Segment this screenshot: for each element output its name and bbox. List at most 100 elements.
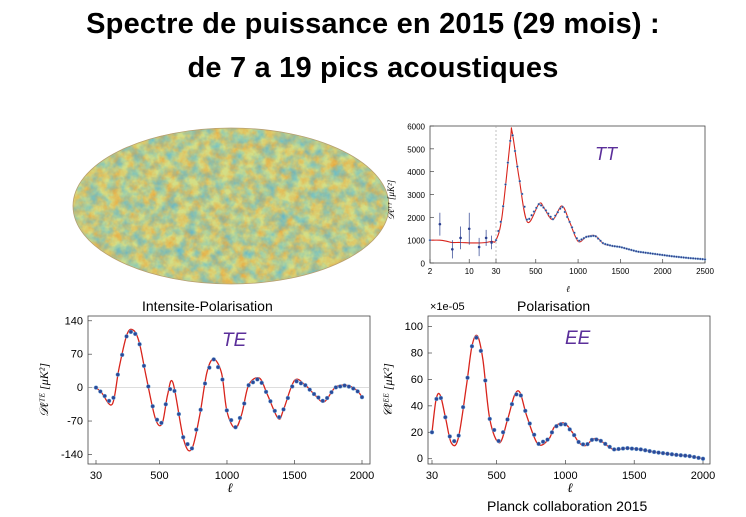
tt-x-axis-label: ℓ bbox=[566, 284, 570, 294]
ee-data-point bbox=[660, 450, 666, 456]
tt-data-point bbox=[698, 257, 702, 261]
te-data-point bbox=[93, 385, 99, 390]
te-data-point bbox=[106, 398, 112, 404]
tt-data-point bbox=[627, 248, 631, 251]
tt-data-point bbox=[539, 204, 543, 207]
tt-data-point bbox=[632, 249, 636, 252]
te-plot-frame bbox=[87, 315, 371, 465]
ee-data-point bbox=[607, 444, 612, 450]
tt-data-point bbox=[506, 161, 510, 164]
tt-data-point bbox=[660, 253, 664, 257]
ee-data-point bbox=[647, 448, 652, 454]
te-data-point bbox=[351, 386, 356, 391]
tt-data-point bbox=[694, 257, 697, 260]
te-data-point bbox=[185, 441, 190, 447]
ee-data-point bbox=[474, 335, 479, 340]
tt-data-point bbox=[675, 255, 678, 259]
te-xtick-label: 1000 bbox=[215, 470, 239, 482]
tt-data-point bbox=[525, 218, 529, 221]
tt-data-point bbox=[649, 252, 652, 255]
tt-data-point bbox=[646, 251, 650, 255]
tt-data-point bbox=[451, 248, 454, 251]
te-data-point bbox=[194, 427, 199, 432]
tt-data-point bbox=[499, 220, 503, 224]
ee-xtick-label: 1000 bbox=[553, 470, 577, 482]
ee-ytick-label: 60 bbox=[411, 374, 423, 386]
ee-x-axis-label: ℓ bbox=[567, 480, 573, 495]
ee-ytick-label: 20 bbox=[411, 427, 423, 439]
te-data-point bbox=[342, 383, 347, 388]
te-xtick-label: 2000 bbox=[350, 470, 374, 482]
tt-xtick-label: 500 bbox=[529, 267, 543, 276]
tt-xtick-label: 2000 bbox=[654, 267, 672, 276]
te-panel-label: TE bbox=[222, 330, 247, 351]
tt-data-point bbox=[501, 204, 505, 208]
te-data-point bbox=[285, 395, 291, 401]
tt-data-point bbox=[608, 244, 612, 247]
tt-data-point bbox=[689, 256, 693, 260]
ee-data-point bbox=[536, 441, 541, 447]
tt-data-point bbox=[653, 252, 657, 256]
te-xtick-label: 1500 bbox=[282, 470, 306, 482]
tt-data-point bbox=[516, 165, 519, 168]
ee-data-point bbox=[443, 415, 448, 420]
tt-data-point bbox=[668, 254, 671, 258]
te-ytick-label: 0 bbox=[77, 382, 83, 394]
tt-data-point bbox=[618, 245, 621, 249]
tt-data-point bbox=[530, 213, 533, 217]
te-data-point bbox=[246, 382, 251, 388]
tt-data-point bbox=[558, 207, 562, 210]
te-data-point bbox=[98, 389, 103, 394]
tt-data-point bbox=[634, 249, 638, 253]
tt-data-point bbox=[670, 254, 674, 258]
ee-data-point bbox=[518, 393, 524, 398]
ee-data-point bbox=[447, 434, 452, 439]
te-data-point bbox=[146, 384, 151, 389]
slide-title-line-1: Spectre de puissance en 2015 (29 mois) : bbox=[86, 8, 660, 40]
tt-xtick-label: 30 bbox=[492, 267, 501, 276]
tt-data-point bbox=[570, 226, 574, 229]
tt-data-point bbox=[428, 238, 432, 242]
tt-panel-label: TT bbox=[595, 144, 619, 164]
te-data-point bbox=[176, 411, 182, 417]
te-data-point bbox=[163, 402, 168, 407]
tt-ytick-label: 0 bbox=[421, 260, 426, 269]
ee-data-point bbox=[456, 433, 461, 438]
tt-data-point bbox=[651, 252, 655, 255]
te-data-point bbox=[207, 365, 212, 370]
te-data-point bbox=[346, 384, 352, 389]
te-data-point bbox=[154, 417, 160, 423]
te-data-point bbox=[215, 364, 221, 370]
te-ytick-label: -70 bbox=[67, 416, 83, 428]
tt-data-point bbox=[537, 202, 541, 206]
ee-xtick-label: 1500 bbox=[622, 470, 646, 482]
ee-data-point bbox=[469, 344, 475, 349]
te-data-point bbox=[211, 357, 216, 362]
ee-xtick-label: 500 bbox=[487, 470, 505, 482]
tt-data-point bbox=[701, 257, 704, 261]
tt-data-point bbox=[561, 205, 564, 209]
te-data-point bbox=[276, 414, 282, 420]
tt-data-point bbox=[601, 241, 605, 245]
te-data-point bbox=[250, 380, 256, 385]
tt-power-spectrum-chart: 0 1000 2000 3000 4000 5000 6000 2 10 30 500 1000 15… bbox=[386, 123, 714, 295]
ee-data-point bbox=[598, 438, 604, 444]
ee-data-point bbox=[487, 416, 492, 422]
tt-data-point bbox=[494, 238, 498, 242]
te-data-point bbox=[307, 387, 312, 392]
tt-data-point bbox=[665, 254, 669, 257]
ee-data-point bbox=[589, 437, 595, 443]
te-data-point bbox=[355, 389, 360, 394]
tt-data-point bbox=[527, 217, 531, 221]
ee-ytick-label: 0 bbox=[417, 453, 423, 465]
tt-data-point bbox=[596, 237, 600, 240]
te-data-point bbox=[111, 395, 116, 400]
te-data-point bbox=[359, 394, 365, 400]
ee-y-axis-label: 𝒞ℓᴱᴱ [μK²] bbox=[381, 363, 395, 417]
te-data-point bbox=[233, 425, 238, 430]
ee-data-point bbox=[611, 447, 617, 452]
ee-data-point bbox=[509, 401, 515, 407]
ee-data-point bbox=[669, 452, 675, 457]
cmb-sky-map-icon bbox=[72, 127, 390, 285]
tt-data-point bbox=[577, 239, 581, 243]
